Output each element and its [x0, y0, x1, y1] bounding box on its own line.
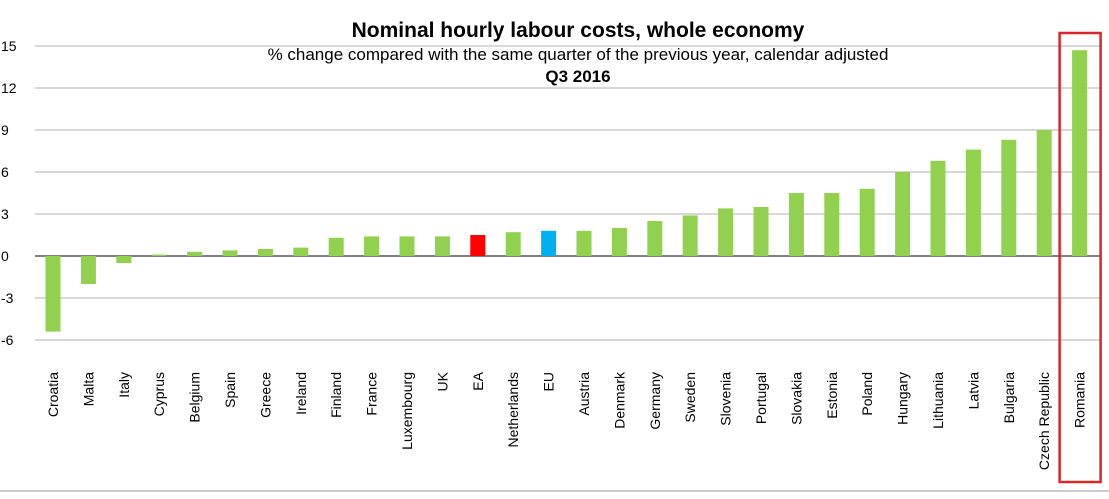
- bar-latvia: [965, 149, 981, 256]
- bar-france: [364, 236, 380, 256]
- x-tick-label: Slovenia: [718, 372, 734, 426]
- bar-poland: [859, 188, 875, 256]
- y-tick-label: 12: [1, 80, 17, 96]
- y-tick-label: 3: [1, 206, 9, 222]
- x-tick-label: Ireland: [293, 372, 309, 415]
- bar-bulgaria: [1001, 139, 1017, 256]
- bar-croatia: [45, 256, 61, 332]
- bar-czech-republic: [1036, 130, 1052, 256]
- x-tick-label: Belgium: [187, 372, 203, 423]
- bar-malta: [80, 256, 96, 284]
- bar-slovakia: [788, 193, 804, 256]
- bar-greece: [257, 249, 273, 256]
- x-tick-label: Cyprus: [151, 372, 167, 416]
- x-tick-label: Romania: [1072, 372, 1088, 428]
- x-tick-label: Netherlands: [505, 372, 521, 448]
- highlight-box: [1058, 31, 1102, 484]
- y-tick-label: 9: [1, 122, 9, 138]
- x-tick-label: Sweden: [682, 372, 698, 423]
- bar-lithuania: [930, 160, 946, 256]
- bar-ea: [470, 235, 486, 256]
- x-tick-label: UK: [434, 371, 450, 391]
- bar-belgium: [187, 251, 203, 256]
- x-tick-label: Czech Republic: [1036, 372, 1052, 470]
- bar-portugal: [753, 207, 769, 256]
- bar-austria: [576, 230, 592, 256]
- y-tick-label: 0: [1, 248, 9, 264]
- y-tick-label: 6: [1, 164, 9, 180]
- highlight: [1058, 31, 1102, 484]
- x-tick-label: Germany: [647, 372, 663, 430]
- bar-sweden: [682, 215, 698, 256]
- y-tick-label: 15: [1, 38, 17, 54]
- bar-luxembourg: [399, 236, 415, 256]
- x-tick-label: Lithuania: [930, 372, 946, 429]
- y-tick-label: -3: [1, 290, 14, 306]
- x-tick-label: Luxembourg: [399, 372, 415, 450]
- bar-hungary: [895, 172, 911, 256]
- x-tick-label: Bulgaria: [1001, 372, 1017, 424]
- chart-title: Nominal hourly labour costs, whole econo…: [352, 19, 805, 42]
- bars: [45, 50, 1088, 332]
- bar-germany: [647, 221, 663, 256]
- x-tick-label: Croatia: [45, 372, 61, 417]
- x-tick-label: Slovakia: [788, 372, 804, 425]
- bar-estonia: [824, 193, 840, 256]
- bar-romania: [1072, 50, 1088, 257]
- x-tick-label: Finland: [328, 372, 344, 418]
- x-tick-label: Greece: [257, 372, 273, 418]
- x-tick-label: EA: [470, 371, 486, 390]
- x-tick-label: Portugal: [753, 372, 769, 424]
- x-tick-label: EU: [541, 372, 557, 391]
- y-tick-label: -6: [1, 332, 14, 348]
- x-tick-label: Estonia: [824, 372, 840, 419]
- x-tick-label: Austria: [576, 372, 592, 416]
- x-tick-label: Hungary: [895, 372, 911, 425]
- bar-netherlands: [505, 232, 521, 256]
- bar-cyprus: [151, 254, 167, 256]
- bar-denmark: [611, 228, 627, 256]
- chart-period: Q3 2016: [545, 67, 610, 86]
- x-tick-label: France: [364, 372, 380, 416]
- bar-slovenia: [718, 208, 734, 256]
- bar-italy: [116, 256, 132, 263]
- bar-uk: [434, 236, 450, 256]
- x-tick-label: Denmark: [611, 371, 627, 429]
- x-tick-label: Italy: [116, 372, 132, 398]
- bar-spain: [222, 250, 238, 256]
- x-tick-label: Malta: [80, 372, 96, 406]
- bar-finland: [328, 237, 344, 256]
- chart-subtitle: % change compared with the same quarter …: [268, 45, 889, 64]
- x-tick-label: Latvia: [965, 372, 981, 410]
- x-axis-categories: Croatia Malta Italy Cyprus Belgium Spain Greec…: [45, 371, 1088, 470]
- gridlines: [0, 45, 1109, 492]
- bar-ireland: [293, 247, 309, 256]
- x-tick-label: Spain: [222, 372, 238, 408]
- y-axis-ticks: 15 12 9 6 3 0 -3 -6: [1, 38, 17, 348]
- x-tick-label: Poland: [859, 372, 875, 416]
- bar-eu: [541, 230, 557, 256]
